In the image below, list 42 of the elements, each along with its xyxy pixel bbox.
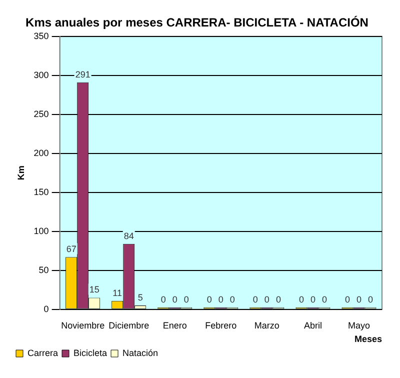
y-tick-label: 300 bbox=[34, 70, 49, 80]
y-axis-title: Km bbox=[16, 166, 26, 180]
legend-label: Bicicleta bbox=[74, 348, 108, 358]
data-label: 67 bbox=[66, 244, 76, 254]
y-tick-label: 150 bbox=[34, 186, 49, 197]
data-label: 15 bbox=[89, 284, 100, 295]
y-tick-label: 250 bbox=[34, 108, 49, 119]
data-label: 0 bbox=[264, 294, 270, 304]
data-label: 0 bbox=[172, 294, 178, 304]
data-label: 84 bbox=[124, 230, 134, 241]
x-axis-title: Meses bbox=[354, 334, 382, 344]
x-tick-label: Marzo bbox=[254, 320, 280, 330]
data-label: 0 bbox=[310, 294, 316, 304]
x-tick-label: Diciembre bbox=[108, 320, 150, 330]
y-tick-label: 200 bbox=[34, 148, 49, 158]
x-tick-label: Enero bbox=[162, 320, 187, 330]
data-label: 0 bbox=[298, 294, 304, 304]
chart-title: Kms anuales por meses CARRERA- BICICLETA - NATACIÓN bbox=[26, 16, 368, 30]
y-tick-label: 50 bbox=[38, 264, 49, 275]
data-label: 0 bbox=[184, 294, 189, 304]
y-tick-label: 0 bbox=[44, 304, 49, 314]
data-label: 11 bbox=[112, 288, 122, 298]
data-label: 0 bbox=[218, 294, 224, 304]
data-label: 0 bbox=[344, 294, 350, 304]
y-tick-label: 100 bbox=[34, 226, 49, 236]
data-label: 0 bbox=[276, 294, 281, 304]
data-label: 5 bbox=[138, 292, 143, 302]
data-label: 0 bbox=[368, 294, 373, 304]
legend-label: Natación bbox=[122, 348, 158, 358]
y-tick-label: 350 bbox=[34, 30, 49, 41]
data-label: 0 bbox=[206, 294, 212, 304]
x-tick-label: Noviembre bbox=[61, 320, 105, 330]
x-tick-label: Febrero bbox=[205, 320, 237, 330]
x-tick-label: Abril bbox=[304, 320, 322, 330]
legend-label: Carrera bbox=[28, 348, 58, 358]
data-label: 0 bbox=[252, 294, 258, 304]
data-label: 291 bbox=[75, 69, 90, 80]
data-label: 0 bbox=[230, 294, 235, 304]
x-tick-label: Mayo bbox=[348, 320, 370, 330]
data-label: 0 bbox=[356, 294, 362, 304]
data-label: 0 bbox=[322, 294, 327, 304]
data-label: 0 bbox=[160, 294, 166, 304]
